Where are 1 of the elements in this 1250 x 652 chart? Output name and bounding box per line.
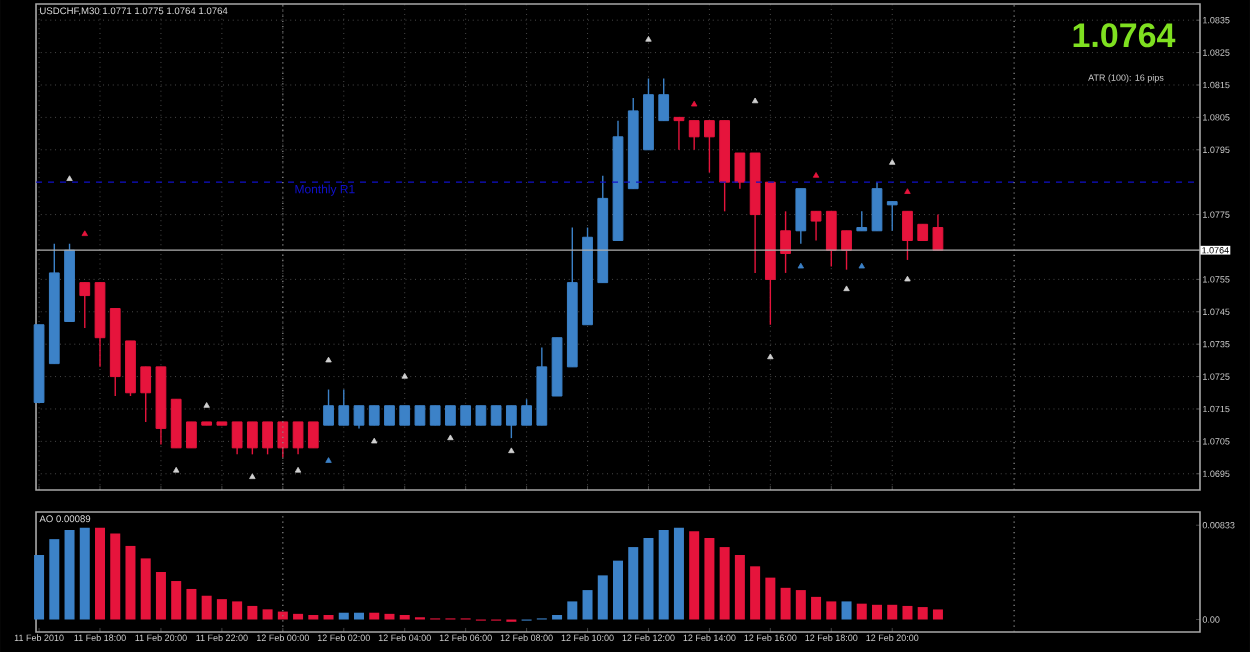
annotation: 1.0764 (1073, 23, 1176, 48)
